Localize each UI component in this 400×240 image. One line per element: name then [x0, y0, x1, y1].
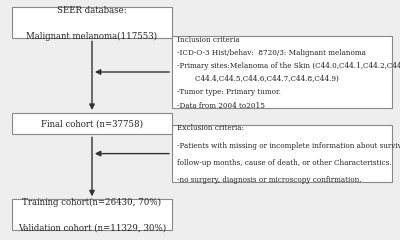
Text: C44.4,C44.5,C44.6,C44.7,C44.8,C44.9): C44.4,C44.5,C44.6,C44.7,C44.8,C44.9): [177, 75, 339, 83]
Text: Inclusion criteria: Inclusion criteria: [177, 36, 240, 44]
FancyBboxPatch shape: [172, 36, 392, 108]
Text: SEER database:: SEER database:: [57, 6, 127, 15]
Text: -Patients with missing or incomplete information about survival,: -Patients with missing or incomplete inf…: [177, 142, 400, 150]
FancyBboxPatch shape: [12, 199, 172, 230]
FancyBboxPatch shape: [172, 125, 392, 182]
Text: -Primary sites:Melanoma of the Skin (C44.0,C44.1,C44.2,C44.3,: -Primary sites:Melanoma of the Skin (C44…: [177, 62, 400, 70]
Text: Exclusion criteria:: Exclusion criteria:: [177, 124, 244, 132]
Text: follow-up months, cause of death, or other Characteristics.: follow-up months, cause of death, or oth…: [177, 159, 392, 167]
Text: -no surgery, diagnosis or microscopy confirmation.: -no surgery, diagnosis or microscopy con…: [177, 176, 361, 184]
Text: Final cohort (n=37758): Final cohort (n=37758): [41, 119, 143, 128]
Text: -Data from 2004 to2015: -Data from 2004 to2015: [177, 102, 265, 110]
FancyBboxPatch shape: [12, 7, 172, 38]
Text: Validation cohort (n=11329, 30%): Validation cohort (n=11329, 30%): [18, 223, 166, 233]
Text: Training cohort(n=26430, 70%): Training cohort(n=26430, 70%): [22, 198, 162, 207]
Text: Malignant melanoma(117553): Malignant melanoma(117553): [26, 31, 158, 41]
Text: -ICD-O-3 Hist/behav:  8720/3: Malignant melanoma: -ICD-O-3 Hist/behav: 8720/3: Malignant m…: [177, 49, 366, 57]
FancyBboxPatch shape: [12, 113, 172, 134]
Text: -Tumor type: Primary tumor.: -Tumor type: Primary tumor.: [177, 88, 281, 96]
